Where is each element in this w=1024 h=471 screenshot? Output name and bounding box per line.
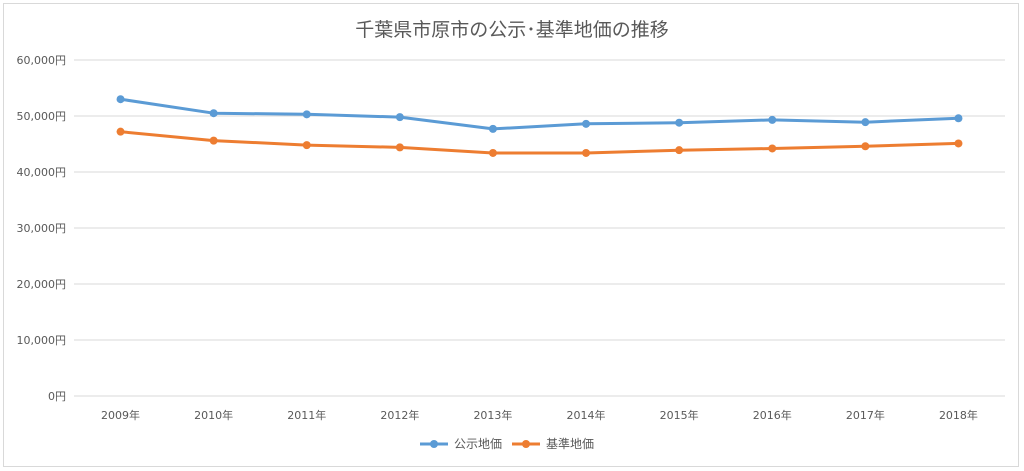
x-tick-label: 2017年: [846, 408, 885, 422]
chart-title: 千葉県市原市の公示･基準地価の推移: [355, 19, 669, 41]
gridlines: [74, 59, 1005, 397]
data-point: [861, 118, 870, 127]
data-point: [582, 148, 591, 157]
legend-item: 基準地価: [512, 436, 594, 451]
data-point: [675, 146, 684, 155]
data-point: [209, 136, 218, 145]
data-point: [302, 110, 311, 119]
data-point: [954, 139, 963, 148]
x-tick-label: 2016年: [753, 408, 792, 422]
data-point: [488, 124, 497, 133]
x-axis-ticks: 2009年 2010年 2011年 2012年 2013年 2014年 2015年 2016年…: [101, 408, 978, 422]
legend-label: 公示地価: [454, 437, 502, 451]
y-tick-label: 20,000円: [17, 278, 67, 291]
data-point: [116, 127, 125, 136]
series-line: [119, 130, 960, 155]
data-point: [302, 141, 311, 150]
data-point: [768, 144, 777, 153]
series-line: [119, 97, 960, 131]
series-2: [116, 127, 963, 157]
data-point: [116, 95, 125, 104]
series-group: [116, 95, 963, 157]
y-tick-label: 0円: [48, 390, 66, 403]
x-tick-label: 2010年: [194, 408, 233, 422]
legend: 公示地価 基準地価: [420, 436, 594, 451]
legend-marker: [522, 440, 530, 448]
x-tick-label: 2013年: [473, 408, 512, 422]
y-tick-label: 50,000円: [17, 110, 67, 123]
data-point: [675, 118, 684, 127]
x-tick-label: 2011年: [287, 408, 326, 422]
series-1: [116, 95, 963, 133]
data-point: [768, 115, 777, 124]
x-tick-label: 2015年: [660, 408, 699, 422]
data-point: [954, 114, 963, 123]
data-point: [209, 109, 218, 118]
y-tick-label: 60,000円: [17, 54, 67, 67]
x-tick-label: 2014年: [567, 408, 606, 422]
y-tick-label: 30,000円: [17, 222, 67, 235]
data-point: [861, 142, 870, 151]
data-point: [395, 143, 404, 152]
x-tick-label: 2018年: [939, 408, 978, 422]
x-tick-label: 2012年: [380, 408, 419, 422]
data-point: [395, 113, 404, 122]
chart-frame: [3, 3, 1019, 467]
y-axis-ticks: 0円 10,000円 20,000円 30,000円 40,000円 50,000円 60,…: [17, 54, 67, 403]
x-tick-label: 2009年: [101, 408, 140, 422]
y-tick-label: 10,000円: [17, 334, 67, 347]
legend-label: 基準地価: [546, 436, 594, 451]
y-tick-label: 40,000円: [17, 166, 67, 179]
legend-item: 公示地価: [420, 437, 502, 451]
data-point: [488, 148, 497, 157]
data-point: [582, 119, 591, 128]
legend-marker: [430, 440, 438, 448]
